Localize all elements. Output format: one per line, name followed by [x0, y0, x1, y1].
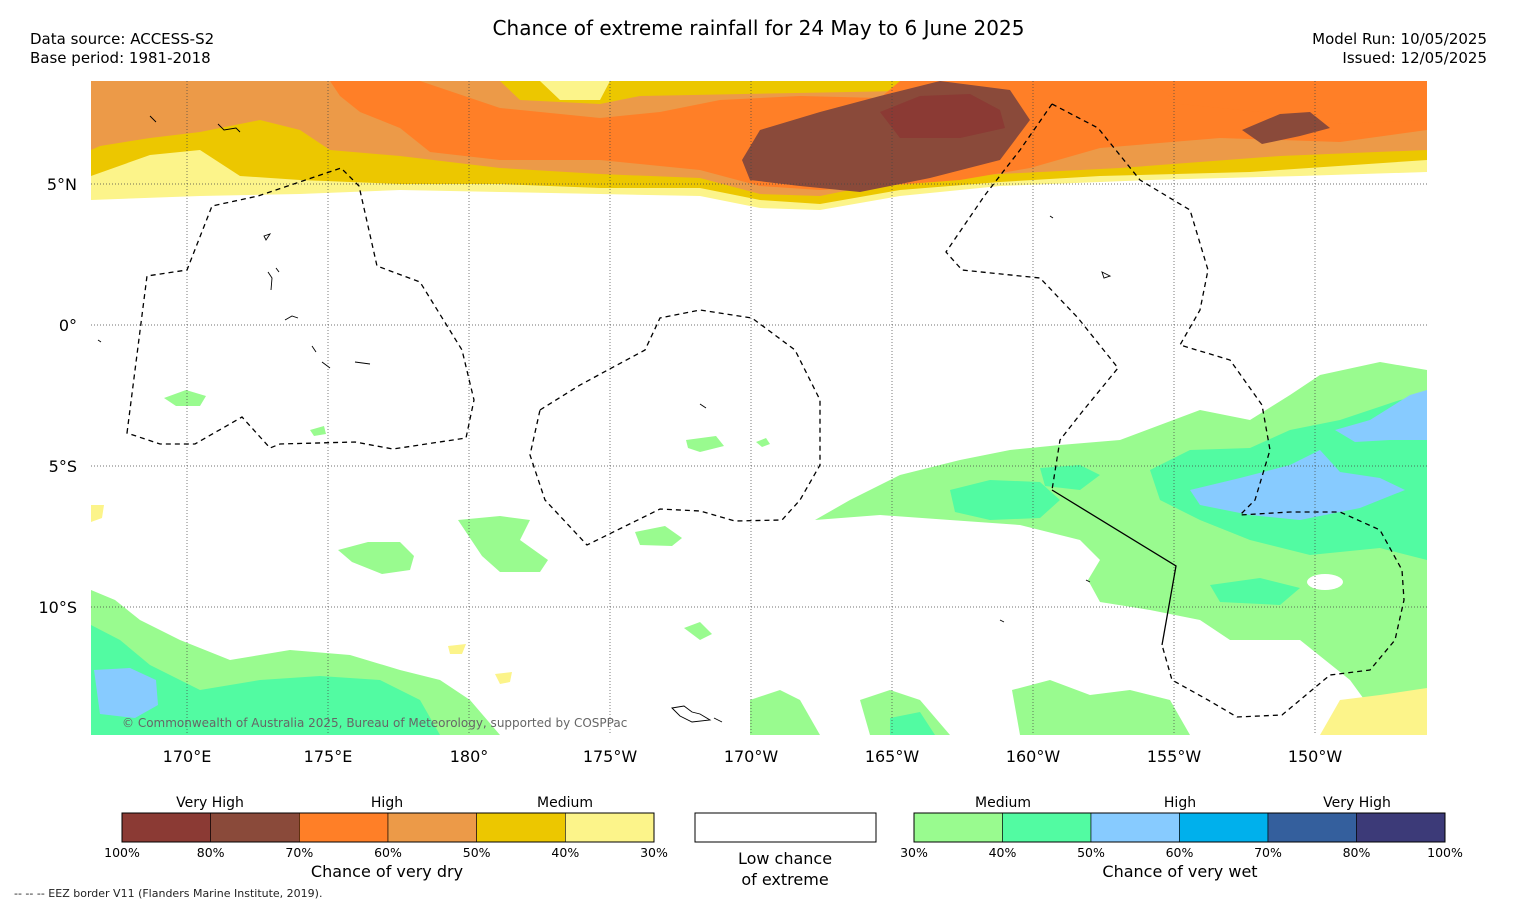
- data-source: Data source: ACCESS-S2: [30, 30, 215, 48]
- low-chance-line2: of extreme: [741, 870, 828, 889]
- graticule: [91, 81, 1427, 735]
- lon-label-180: 180°: [450, 747, 489, 766]
- dry-swatch-5: [565, 812, 655, 843]
- lon-label-155w: 155°W: [1147, 747, 1202, 766]
- map-copyright: © Commonwealth of Australia 2025, Bureau…: [122, 716, 627, 730]
- wet-swatch-1: [1002, 812, 1092, 843]
- dry-category-very-high: Very High: [176, 795, 244, 811]
- dry-swatch-1: [210, 812, 300, 843]
- map-title: Chance of extreme rainfall for 24 May to…: [492, 16, 1025, 40]
- dry-tick-label-1: 80%: [197, 845, 225, 860]
- dry-colorbar: Very High High Medium 100% 80% 70% 60% 50% 40…: [104, 795, 668, 881]
- wet-swatch-3: [1179, 812, 1269, 843]
- eez-solid-boundary: [1051, 489, 1177, 646]
- dry-tick-label-4: 50%: [463, 845, 491, 860]
- lon-label-175w: 175°W: [583, 747, 638, 766]
- dry-swatch-4: [476, 812, 566, 843]
- wet-tick-label-4: 70%: [1254, 845, 1282, 860]
- dry-tick-label-0: 100%: [104, 845, 140, 860]
- dry-category-high: High: [371, 795, 403, 811]
- wet-colorbar-title: Chance of very wet: [1102, 862, 1257, 881]
- lon-label-170w: 170°W: [724, 747, 779, 766]
- lon-label-170e: 170°E: [163, 747, 212, 766]
- low-chance-legend: Low chance of extreme: [694, 812, 877, 889]
- issued-date: Issued: 12/05/2025: [1342, 49, 1487, 67]
- lon-label-175e: 175°E: [304, 747, 353, 766]
- dry-tick-label-6: 30%: [640, 845, 668, 860]
- data-source-block: Data source: ACCESS-S2 Base period: 1981…: [30, 30, 214, 68]
- base-period: Base period: 1981-2018: [30, 49, 211, 67]
- lat-label-5s: 5°S: [49, 457, 77, 476]
- lat-label-0: 0°: [59, 316, 77, 335]
- wet-category-very-high: Very High: [1323, 795, 1391, 811]
- wet-tick-label-2: 50%: [1077, 845, 1105, 860]
- wet-anomaly-regions: [91, 362, 1427, 735]
- eez-borders: [126, 103, 1405, 718]
- lat-label-10s: 10°S: [38, 598, 77, 617]
- run-info-block: Model Run: 10/05/2025 Issued: 12/05/2025: [1312, 30, 1487, 68]
- dry-tick-label-5: 40%: [551, 845, 579, 860]
- dry-category-medium: Medium: [537, 795, 593, 811]
- wet-swatch-0: [913, 812, 1003, 843]
- dry-colorbar-title: Chance of very dry: [311, 862, 463, 881]
- wet-tick-label-3: 60%: [1166, 845, 1194, 860]
- eez-footnote: -- -- -- EEZ border V11 (Flanders Marine…: [14, 887, 323, 900]
- wet-category-medium: Medium: [975, 795, 1031, 811]
- wet-tick-label-0: 30%: [900, 845, 928, 860]
- islands: [97, 115, 1112, 723]
- lat-label-5n: 5°N: [47, 175, 77, 194]
- lon-label-160w: 160°W: [1006, 747, 1061, 766]
- wet-swatch-4: [1267, 812, 1357, 843]
- model-run: Model Run: 10/05/2025: [1312, 30, 1487, 48]
- lon-label-165w: 165°W: [865, 747, 920, 766]
- wet-tick-label-1: 40%: [989, 845, 1017, 860]
- dry-swatch-3: [387, 812, 477, 843]
- dry-anomaly-band: [91, 81, 1427, 210]
- dry-swatch-0: [121, 812, 211, 843]
- wet-category-high: High: [1164, 795, 1196, 811]
- low-chance-line1: Low chance: [738, 849, 832, 868]
- wet-swatch-5: [1356, 812, 1446, 843]
- wet-tick-label-6: 100%: [1427, 845, 1463, 860]
- dry-swatch-2: [299, 812, 389, 843]
- lon-label-150w: 150°W: [1288, 747, 1343, 766]
- wet-colorbar: Medium High Very High 30% 40% 50% 60% 70% 80%…: [900, 795, 1463, 881]
- dry-tick-label-2: 70%: [285, 845, 313, 860]
- wet-tick-label-5: 80%: [1343, 845, 1371, 860]
- dry-tick-label-3: 60%: [374, 845, 402, 860]
- wet-swatch-2: [1090, 812, 1180, 843]
